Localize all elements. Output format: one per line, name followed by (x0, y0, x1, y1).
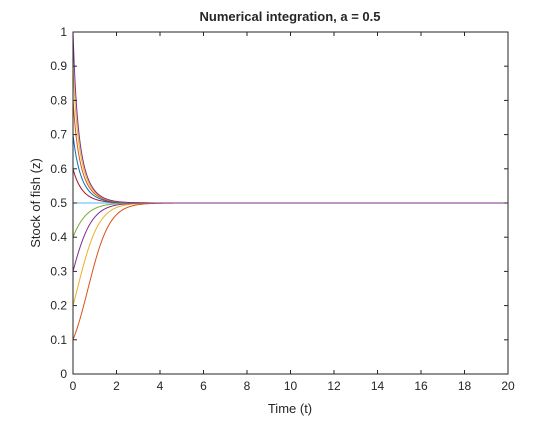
ticks-layer: 0 2 4 6 8 10 12 14 16 18 20 0 0.1 0.2 0.3 0.4 0.5 0.6 0.7 0… (50, 25, 515, 393)
x-tick-label-1: 2 (113, 379, 120, 393)
chart-title: Numerical integration, a = 0.5 (200, 9, 381, 24)
x-tick-label-6: 12 (327, 379, 341, 393)
x-tick-label-9: 18 (458, 379, 472, 393)
x-tick-label-7: 14 (371, 379, 385, 393)
y-tick-label-7: 0.7 (50, 128, 67, 142)
y-tick-label-3: 0.3 (50, 264, 67, 278)
x-tick-label-8: 16 (414, 379, 428, 393)
axes-box (72, 31, 509, 375)
y-tick-label-5: 0.5 (50, 196, 67, 210)
y-tick-label-10: 1 (60, 25, 67, 39)
y-axis-label: Stock of fish (z) (28, 158, 43, 248)
series-layer (72, 31, 508, 375)
y-tick-label-8: 0.8 (50, 93, 67, 107)
y-tick-label-4: 0.4 (50, 230, 67, 244)
series-line-10 (72, 31, 508, 204)
y-tick-label-9: 0.9 (50, 59, 67, 73)
x-tick-label-10: 20 (501, 379, 515, 393)
x-tick-label-0: 0 (70, 379, 77, 393)
x-tick-label-3: 6 (200, 379, 207, 393)
x-tick-label-4: 8 (244, 379, 251, 393)
y-tick-label-6: 0.6 (50, 162, 67, 176)
x-tick-label-2: 4 (157, 379, 164, 393)
y-tick-label-0: 0 (60, 367, 67, 381)
y-tick-label-1: 0.1 (50, 333, 67, 347)
x-tick-label-5: 10 (284, 379, 298, 393)
y-tick-label-2: 0.2 (50, 299, 67, 313)
x-axis-label: Time (t) (268, 401, 312, 416)
